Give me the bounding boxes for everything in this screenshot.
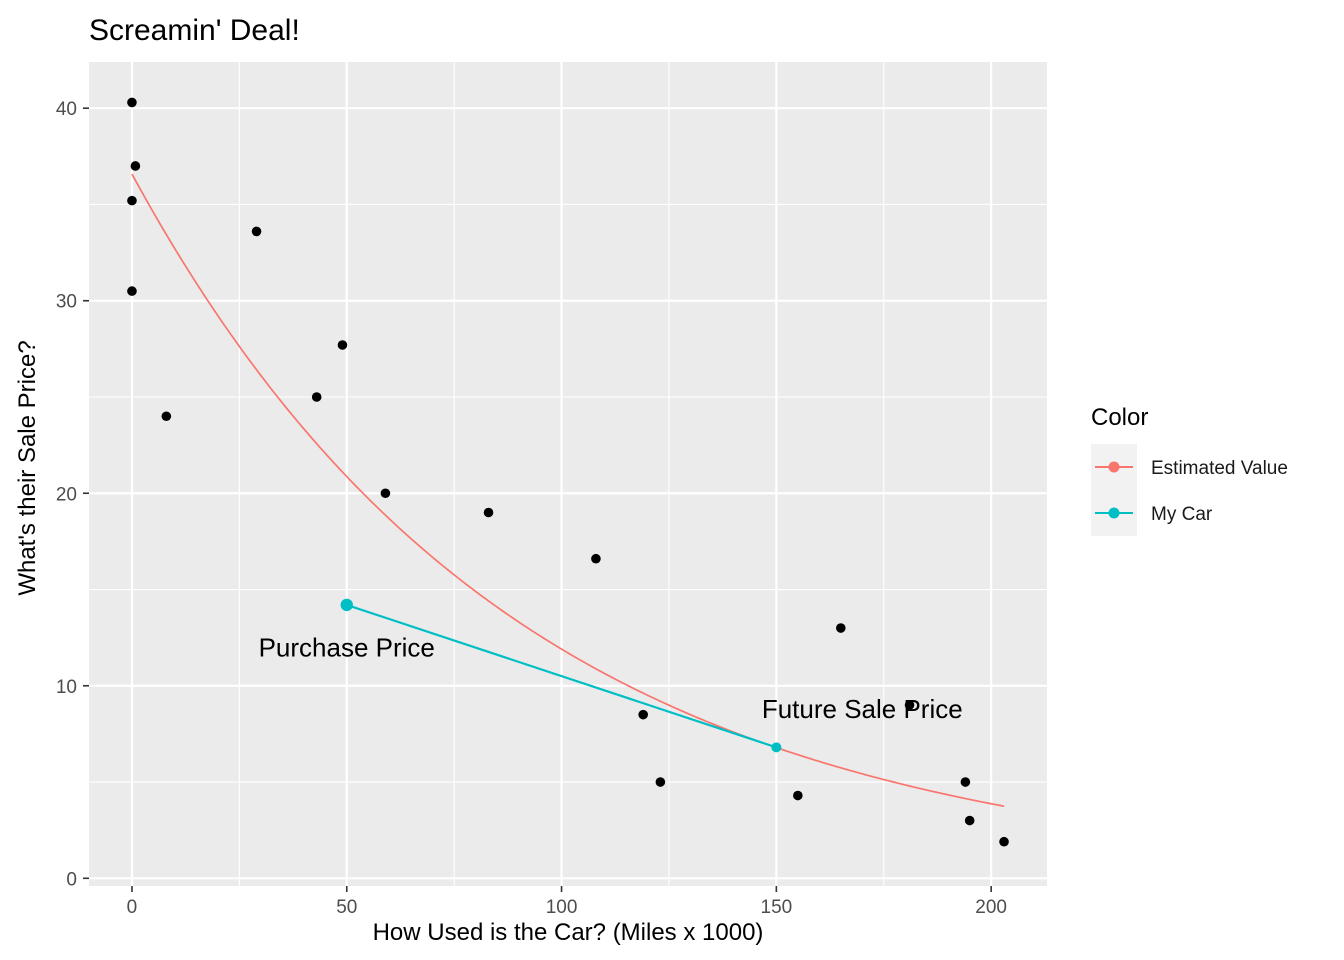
x-tick-label: 100 (546, 897, 578, 918)
y-tick-label: 40 (56, 99, 77, 120)
data-point (483, 507, 494, 518)
legend-key-point (1108, 461, 1120, 473)
y-axis-title: What's their Sale Price? (14, 340, 41, 595)
legend: Color Estimated Value My Car (1091, 404, 1288, 536)
data-point (380, 488, 391, 499)
x-tick-label: 50 (336, 897, 357, 918)
data-point (999, 836, 1009, 847)
data-point (161, 411, 172, 422)
series-lines (131, 173, 1005, 808)
data-point (591, 553, 601, 564)
x-tick-label: 200 (975, 897, 1007, 918)
data-point (638, 709, 648, 720)
x-axis-title: How Used is the Car? (Miles x 1000) (373, 919, 764, 946)
legend-key-point (1108, 507, 1120, 519)
estimated-value-line (131, 173, 1005, 808)
y-tick-label: 10 (56, 677, 77, 698)
data-point (127, 97, 137, 108)
y-tick-label: 0 (66, 869, 77, 890)
my-car-point (340, 598, 353, 612)
data-point (964, 815, 975, 826)
panel-background (89, 62, 1047, 886)
data-point (835, 623, 846, 633)
data-point (311, 392, 322, 402)
data-point (960, 777, 971, 787)
my-car-point (771, 742, 782, 753)
my-car-line (346, 603, 777, 749)
x-axis: 0 50 100 150 200 (127, 886, 1007, 918)
data-point (251, 226, 262, 237)
data-point (655, 777, 666, 787)
y-tick-label: 30 (56, 292, 77, 313)
data-point (337, 340, 348, 350)
minor-gridlines (89, 62, 1047, 886)
chart-title: Screamin' Deal! (89, 14, 300, 47)
data-point (793, 790, 803, 801)
legend-label: My Car (1151, 504, 1213, 525)
annotation-label: Future Sale Price (762, 694, 963, 724)
data-point (127, 286, 137, 296)
y-tick-label: 20 (56, 484, 77, 505)
legend-label: Estimated Value (1151, 458, 1288, 479)
annotation-label: Purchase Price (259, 632, 435, 662)
legend-title: Color (1091, 404, 1148, 431)
scatter-points (127, 97, 1009, 847)
data-point (130, 161, 141, 171)
data-point (904, 700, 915, 710)
major-gridlines (89, 62, 1047, 886)
annotations: Purchase Price Future Sale Price (259, 632, 963, 724)
series-points (340, 598, 782, 753)
x-tick-label: 150 (761, 897, 793, 918)
plot-panel: Purchase Price Future Sale Price (89, 62, 1047, 886)
x-tick-label: 0 (127, 897, 138, 918)
data-point (127, 195, 137, 206)
y-axis: 0 10 20 30 40 (56, 99, 89, 890)
